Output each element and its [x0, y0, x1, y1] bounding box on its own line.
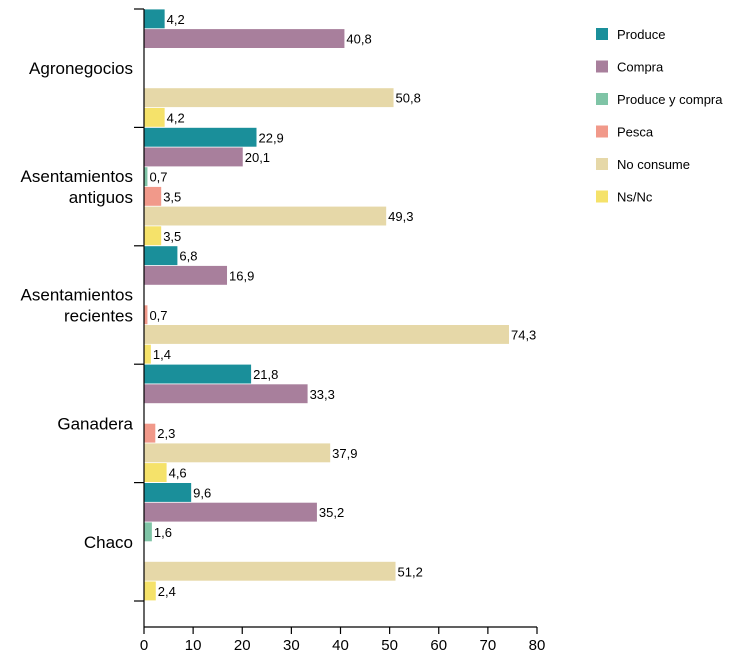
data-label: 3,5	[163, 189, 181, 204]
bars-layer	[144, 9, 509, 601]
legend-swatch	[596, 28, 608, 40]
category-label: Asentamientos	[21, 286, 133, 305]
legend-label: Produce y compra	[617, 92, 723, 107]
legend: Produce Compra Produce y compra Pesca No con…	[596, 27, 723, 205]
bar-compra-0	[144, 29, 345, 48]
data-label: 1,6	[154, 525, 172, 540]
legend-label: No consume	[617, 157, 690, 172]
data-label: 51,2	[398, 564, 423, 579]
x-tick-label: 80	[529, 637, 546, 654]
bar-produce-3	[144, 364, 252, 384]
x-tick-label: 60	[430, 637, 447, 654]
data-label: 74,3	[511, 327, 536, 342]
data-label: 40,8	[346, 32, 371, 47]
bar-compra-2	[144, 265, 228, 285]
data-label: 33,3	[310, 387, 335, 402]
bar-produce-0	[144, 9, 165, 29]
bar-produce-2	[144, 246, 178, 266]
bar-pesca-2	[144, 305, 148, 325]
legend-label: Produce	[617, 27, 665, 42]
bar-no-consume-1	[144, 206, 387, 226]
bar-ns-nc-4	[144, 581, 156, 601]
data-label: 35,2	[319, 505, 344, 520]
category-label: Chaco	[84, 533, 133, 552]
data-label: 9,6	[193, 485, 211, 500]
bar-pesca-3	[144, 423, 156, 443]
bar-no-consume-4	[144, 561, 396, 581]
legend-swatch	[596, 125, 608, 138]
bar-compra-3	[144, 384, 308, 404]
category-labels-layer: Agronegocios Asentamientos antiguos Asentam…	[21, 59, 134, 552]
data-label: 1,4	[153, 347, 171, 362]
x-tick-label: 40	[332, 637, 349, 654]
data-label: 37,9	[332, 446, 357, 461]
data-label: 4,2	[167, 110, 185, 125]
value-labels-layer: 4,2 40,8 50,8 4,2 22,9 20,1 0,7 3,5 49,3 3,5 6,8 16…	[149, 12, 536, 599]
data-label: 3,5	[163, 229, 181, 244]
bar-produce-y-compra-4	[144, 522, 152, 542]
bar-produce-1	[144, 127, 257, 147]
bar-no-consume-3	[144, 443, 331, 463]
data-label: 0,7	[149, 170, 167, 185]
data-label: 4,6	[169, 466, 187, 481]
legend-swatch	[596, 60, 608, 73]
data-label: 4,2	[167, 12, 185, 27]
x-tick-label: 20	[234, 637, 251, 654]
category-label: antiguos	[69, 188, 133, 207]
bar-produce-y-compra-1	[144, 167, 148, 187]
data-label: 16,9	[229, 268, 254, 283]
bar-ns-nc-0	[144, 107, 165, 127]
x-tick-label: 70	[480, 637, 497, 654]
legend-label: Ns/Nc	[617, 190, 653, 205]
data-label: 21,8	[253, 367, 278, 382]
axes-layer: 0 10 20 30 40 50 60 70 80	[134, 8, 546, 654]
category-label: Ganadera	[57, 414, 133, 433]
data-label: 0,7	[149, 308, 167, 323]
x-tick-label: 10	[185, 637, 202, 654]
bar-compra-1	[144, 147, 243, 167]
legend-label: Pesca	[617, 125, 654, 140]
bar-no-consume-0	[144, 88, 394, 108]
data-label: 6,8	[179, 249, 197, 264]
legend-swatch	[596, 158, 608, 170]
bar-compra-4	[144, 502, 317, 522]
category-label: Agronegocios	[29, 59, 133, 78]
category-label: recientes	[64, 307, 133, 326]
bar-produce-4	[144, 483, 192, 502]
legend-swatch	[596, 190, 608, 203]
data-label: 2,4	[158, 584, 176, 599]
data-label: 22,9	[258, 130, 283, 145]
legend-swatch	[596, 93, 608, 105]
bar-ns-nc-1	[144, 226, 162, 246]
legend-label: Compra	[617, 60, 664, 75]
x-tick-label: 30	[283, 637, 300, 654]
bar-pesca-1	[144, 186, 162, 206]
bar-ns-nc-3	[144, 463, 167, 482]
data-label: 49,3	[388, 209, 413, 224]
x-tick-label: 50	[381, 637, 398, 654]
bar-ns-nc-2	[144, 344, 151, 364]
category-label: Asentamientos	[21, 167, 133, 186]
data-label: 20,1	[245, 150, 270, 165]
data-label: 50,8	[396, 91, 421, 106]
data-label: 2,3	[157, 426, 175, 441]
x-tick-label: 0	[140, 637, 148, 654]
bar-no-consume-2	[144, 325, 509, 344]
